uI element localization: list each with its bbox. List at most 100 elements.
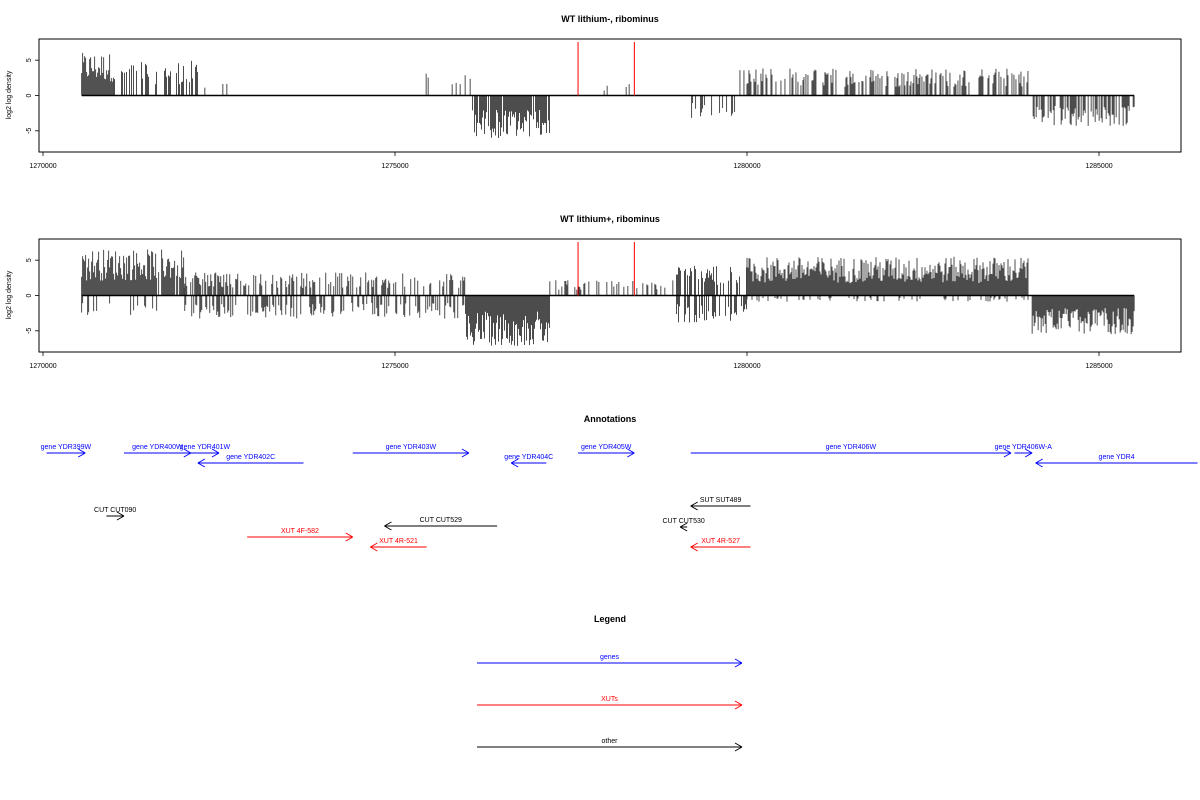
gene-feature: gene YDR402C — [197, 454, 304, 468]
feature-label: CUT CUT529 — [420, 517, 462, 524]
arrowhead — [197, 462, 206, 468]
y-axis: -5 0 5 — [26, 58, 40, 134]
arrowhead — [734, 700, 743, 706]
gene-feature: gene YDR405W — [578, 444, 635, 458]
marker-lines — [577, 242, 635, 296]
arrowhead — [1003, 452, 1012, 458]
arrowhead — [345, 532, 354, 538]
marker-lines — [577, 42, 635, 96]
feature-label: CUT CUT090 — [94, 507, 136, 514]
feature-label: other — [602, 738, 619, 745]
gene-feature: gene YDR401W — [180, 444, 231, 458]
arrowhead — [116, 511, 125, 517]
arrowhead — [384, 525, 392, 531]
feature-label: gene YDR406W — [826, 444, 877, 451]
y-tick-label: 0 — [26, 93, 33, 97]
y-axis-label: log2 log density — [6, 70, 13, 119]
feature-label: gene YDR405W — [581, 444, 632, 451]
other-feature: CUT CUT529 — [384, 517, 498, 531]
feature-label: XUT 4R-521 — [379, 538, 418, 545]
arrowhead — [734, 704, 743, 710]
xut-feature: XUT 4F-582 — [247, 528, 354, 542]
arrowhead — [734, 742, 743, 748]
other-feature: CUT CUT530 — [662, 518, 705, 532]
x-tick-label: 1285000 — [1085, 163, 1112, 170]
x-tick-label: 1270000 — [29, 163, 56, 170]
arrowhead — [461, 448, 470, 454]
arrowhead — [77, 452, 86, 458]
x-tick-label: 1285000 — [1085, 363, 1112, 370]
legend-title: Legend — [594, 614, 626, 624]
feature-label: gene YDR402C — [226, 454, 275, 461]
arrowhead — [370, 546, 378, 552]
feature-label: gene YDR400W — [132, 444, 183, 451]
y-axis: -5 0 5 — [26, 258, 40, 334]
legend-item: other — [477, 738, 743, 752]
feature-label: XUTs — [601, 696, 618, 703]
arrowhead — [627, 448, 635, 454]
gene-feature: gene YDR403W — [352, 444, 470, 458]
legend-item: genes — [477, 654, 743, 668]
y-tick-label: 5 — [26, 258, 33, 262]
x-axis: 1270000 1275000 1280000 1285000 — [29, 351, 1113, 370]
arrowhead — [211, 452, 220, 458]
legend-item: XUTs — [477, 696, 743, 710]
arrowhead — [1024, 452, 1033, 458]
feature-label: XUT 4R-527 — [701, 538, 740, 545]
arrowhead — [345, 536, 354, 542]
gene-feature: gene YDR406W — [690, 444, 1012, 458]
y-tick-label: -5 — [26, 328, 33, 334]
arrowhead — [627, 452, 635, 458]
arrowhead — [211, 448, 220, 454]
arrowhead — [734, 746, 743, 752]
feature-label: gene YDR399W — [41, 444, 92, 451]
arrowhead — [183, 452, 192, 458]
arrowhead — [734, 658, 743, 664]
arrowhead — [510, 458, 519, 464]
x-tick-label: 1280000 — [733, 363, 760, 370]
arrowhead — [679, 526, 688, 532]
feature-label: XUT 4F-582 — [281, 528, 319, 535]
other-feature: CUT CUT090 — [94, 507, 136, 521]
gene-feature: gene YDR404C — [504, 454, 553, 468]
arrowhead — [384, 521, 392, 527]
arrowhead — [679, 522, 688, 528]
x-tick-label: 1275000 — [381, 163, 408, 170]
arrowhead — [116, 515, 125, 521]
arrowhead — [1024, 448, 1033, 454]
xut-feature: XUT 4R-527 — [690, 538, 751, 552]
feature-label: genes — [600, 654, 620, 661]
annotations-track: Annotations gene YDR399W gene YDR400Wgene… — [41, 414, 1198, 552]
arrowhead — [690, 542, 698, 548]
feature-label: CUT CUT530 — [662, 518, 704, 525]
coverage-panel-lithium-minus: WT lithium-, ribominus log2 log density … — [6, 14, 1182, 170]
arrowhead — [1003, 448, 1012, 454]
y-tick-label: 0 — [26, 293, 33, 297]
annotations-title: Annotations — [584, 414, 637, 424]
x-axis: 1270000 1275000 1280000 1285000 — [29, 151, 1113, 170]
feature-label: gene YDR4 — [1099, 454, 1135, 461]
panel-title: WT lithium-, ribominus — [561, 14, 659, 24]
coverage-panel-lithium-plus: WT lithium+, ribominus log2 log density … — [6, 214, 1182, 370]
arrowhead — [734, 662, 743, 668]
arrowhead — [1035, 462, 1043, 468]
y-tick-label: 5 — [26, 58, 33, 62]
arrowhead — [510, 462, 519, 468]
feature-label: gene YDR406W-A — [995, 444, 1053, 451]
arrowhead — [197, 458, 206, 464]
gene-feature: gene YDR400W — [123, 444, 192, 458]
arrowhead — [1035, 458, 1043, 464]
legend: Legend genes XUTs other — [477, 614, 743, 752]
feature-label: gene YDR401W — [180, 444, 231, 451]
coverage-bars — [81, 249, 1135, 346]
feature-label: gene YDR403W — [386, 444, 437, 451]
panel-title: WT lithium+, ribominus — [560, 214, 660, 224]
gene-feature: gene YDR399W — [41, 444, 92, 458]
coverage-bars — [81, 52, 1135, 139]
other-feature: SUT SUT489 — [690, 497, 751, 511]
gene-feature: gene YDR4 — [1035, 454, 1198, 468]
x-tick-label: 1275000 — [381, 363, 408, 370]
